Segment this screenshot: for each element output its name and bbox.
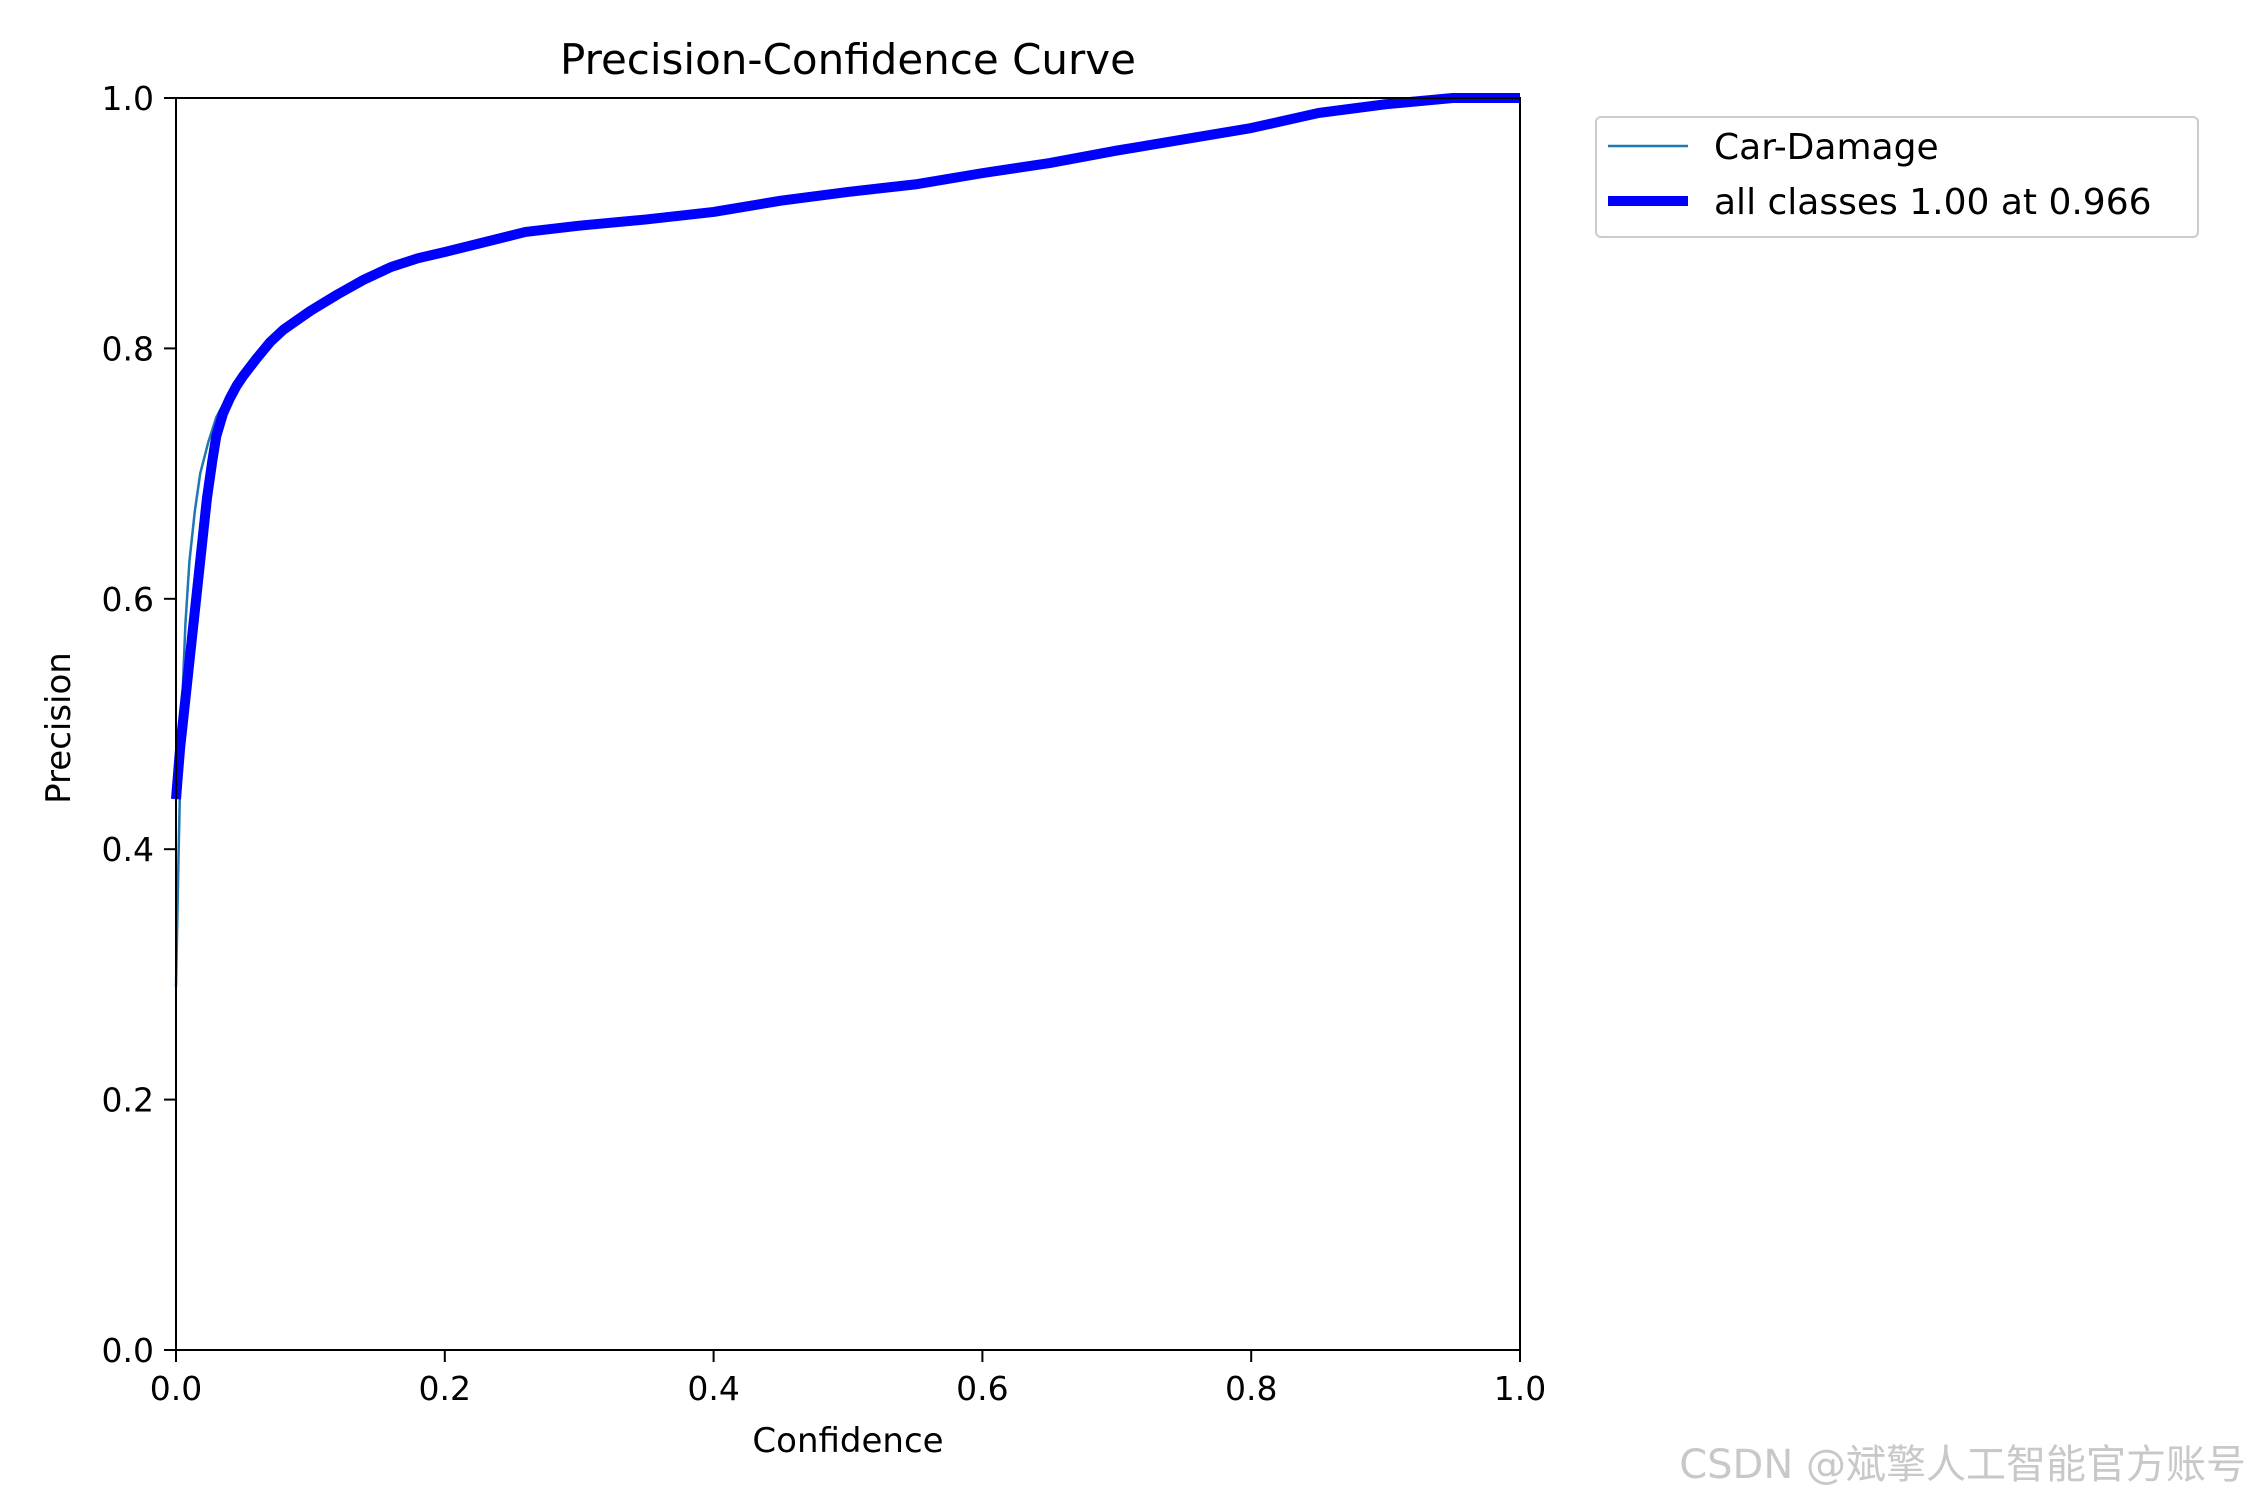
- legend: Car-Damage all classes 1.00 at 0.966: [1595, 116, 2199, 238]
- y-axis-label: Precision: [39, 652, 79, 804]
- y-tick-label: 0.6: [102, 580, 154, 619]
- plot-frame: [175, 97, 1521, 1351]
- x-axis-label: Confidence: [752, 1421, 943, 1461]
- y-axis: 0.0 0.2 0.4 0.6 0.8 1.0: [102, 79, 176, 1370]
- x-tick-label: 0.6: [956, 1369, 1008, 1408]
- series-line-all-classes: [171, 93, 1520, 800]
- plot-area: [171, 93, 1521, 1351]
- x-tick-label: 0.4: [687, 1369, 739, 1408]
- legend-entry-all-classes: all classes 1.00 at 0.966: [1714, 182, 2152, 223]
- y-tick-label: 0.0: [102, 1331, 154, 1370]
- x-tick-label: 0.2: [419, 1369, 471, 1408]
- x-tick-label: 1.0: [1494, 1369, 1546, 1408]
- y-tick-label: 0.4: [102, 830, 154, 869]
- y-tick-label: 0.8: [102, 329, 154, 368]
- x-tick-label: 0.0: [150, 1369, 202, 1408]
- chart-title: Precision-Confidence Curve: [560, 35, 1136, 84]
- watermark-text: CSDN @斌擎人工智能官方账号: [1679, 1442, 2246, 1488]
- y-tick-label: 0.2: [102, 1081, 154, 1120]
- legend-box: [1595, 116, 2199, 238]
- x-axis: 0.0 0.2 0.4 0.6 0.8 1.0: [150, 1350, 1546, 1408]
- x-tick-label: 0.8: [1225, 1369, 1277, 1408]
- legend-entry-car-damage: Car-Damage: [1714, 127, 1939, 168]
- y-tick-label: 1.0: [102, 79, 154, 118]
